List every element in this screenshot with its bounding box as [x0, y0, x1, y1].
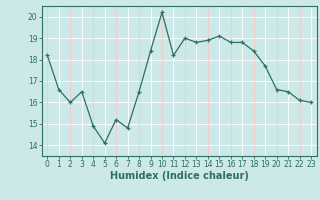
X-axis label: Humidex (Indice chaleur): Humidex (Indice chaleur)	[110, 171, 249, 181]
